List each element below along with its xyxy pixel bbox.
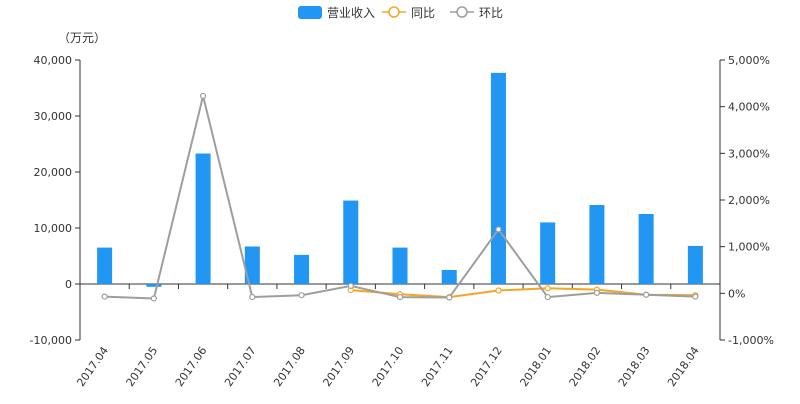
unit-label: （万元） [58,31,106,45]
left-tick-label: 0 [65,278,72,291]
mom-point [298,292,305,299]
legend-marker-yoy [388,6,400,18]
revenue-bar [441,270,457,284]
mom-point [101,293,108,300]
mom-point [643,291,650,298]
mom-point [347,282,354,289]
mom-point [446,294,453,301]
category-tick-label: 2018.02 [567,344,604,389]
revenue-bar [97,247,113,284]
revenue-bar [294,254,310,284]
left-tick-label: 30,000 [34,110,73,123]
right-tick-label: 4,000% [728,101,770,114]
mom-point [150,295,157,302]
mom-point [199,92,207,100]
revenue-bar [392,247,408,284]
legend-label-mom: 环比 [479,6,503,20]
category-tick-label: 2017.10 [370,344,407,389]
left-tick-label: 40,000 [34,54,73,67]
right-tick-label: -1,000% [728,334,774,347]
category-tick-label: 2017.11 [419,344,456,389]
legend-swatch-revenue [298,6,322,19]
revenue-bar [638,214,654,284]
legend-marker-mom [456,6,468,18]
revenue-bar [244,246,260,284]
right-tick-label: 0% [728,287,745,300]
yoy-point [544,285,551,292]
left-tick-label: 10,000 [34,222,73,235]
legend-label-revenue: 营业收入 [327,6,375,20]
category-tick-label: 2018.04 [665,344,702,389]
category-tick-label: 2017.04 [74,344,111,389]
left-tick-label: 20,000 [34,166,73,179]
category-tick-label: 2017.05 [124,344,161,389]
category-tick-label: 2017.07 [222,344,259,389]
legend-label-yoy: 同比 [411,6,435,20]
mom-point [544,293,551,301]
revenue-bar [540,222,556,284]
mom-point [495,226,502,233]
category-tick-label: 2018.03 [616,344,653,389]
category-tick-label: 2017.12 [468,344,505,389]
revenue-bar [589,205,605,284]
bar-series [97,72,703,287]
right-tick-label: 1,000% [728,241,770,254]
revenue-bar [687,245,703,284]
left-tick-label: -10,000 [30,334,72,347]
revenue-bar [490,72,506,284]
revenue-bar [195,153,211,284]
revenue-bar [146,284,162,287]
right-tick-label: 5,000% [728,54,770,67]
right-tick-label: 2,000% [728,194,770,207]
mom-point [692,293,699,300]
legend: 营业收入 同比 环比 [298,6,503,20]
yoy-point [495,287,502,294]
category-tick-label: 2017.08 [271,344,308,389]
right-tick-label: 3,000% [728,147,770,160]
category-tick-label: 2017.09 [320,344,357,389]
mom-point [249,293,256,301]
category-tick-label: 2017.06 [173,344,210,389]
revenue-bar [343,200,359,284]
axes: -10,000 0 10,000 20,000 30,000 40,000 -1,000% 0… [30,54,774,389]
category-tick-label: 2018.01 [517,344,554,389]
mom-point [593,289,601,296]
line-series [101,92,699,302]
mom-point [396,293,404,301]
